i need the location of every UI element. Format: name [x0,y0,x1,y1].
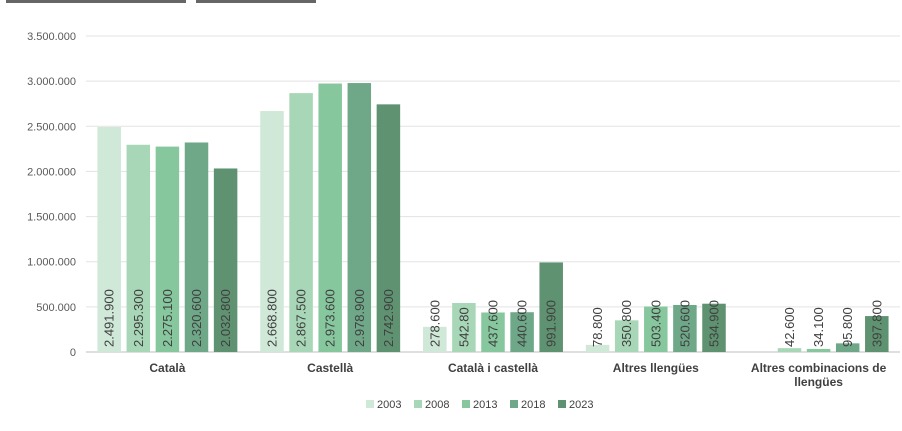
data-label: 2.032.800 [218,289,233,347]
bar [481,312,505,352]
bar [585,344,610,352]
data-label: 95.800 [840,307,855,347]
x-tick-label: Català i castellà [448,361,538,375]
legend-swatch [366,400,374,408]
legend-swatch [558,400,566,408]
y-tick-label: 3.000.000 [27,76,76,88]
bar [347,83,372,352]
data-label: 2.742.900 [381,289,396,347]
data-label: 278.600 [427,300,442,347]
legend-swatch [462,400,470,408]
data-label: 2.491.900 [102,289,117,347]
data-label: 78.800 [590,307,605,347]
y-tick-label: 3.500.000 [27,31,76,43]
data-label: 2.275.100 [160,289,175,347]
data-label: 440.600 [515,300,530,347]
data-label: 520.600 [677,300,692,347]
bar [835,343,860,352]
data-label: 503.400 [648,300,663,347]
legend-label: 2003 [377,399,401,411]
bar [289,93,313,352]
x-tick-label: Altres llengües [613,361,699,375]
y-tick-label: 1.500.000 [27,212,76,224]
data-label: 350.800 [619,300,634,347]
legend-label: 2008 [425,399,449,411]
bar [452,302,476,352]
bar [126,144,151,352]
data-label: 2.295.300 [131,289,146,347]
legend-swatch [414,400,422,408]
legend-label: 2018 [521,399,545,411]
cropped-title-glyphs [6,0,316,3]
bar [376,104,401,352]
legend-swatch [510,400,518,408]
bar [644,306,668,352]
y-tick-label: 2.500.000 [27,121,76,133]
y-tick-label: 500.000 [36,302,76,314]
bar [97,127,121,352]
y-tick-label: 2.000.000 [27,166,76,178]
bar [806,348,831,352]
data-label: 397.800 [869,300,884,347]
x-tick-label: Català [149,361,185,375]
data-label: 437.600 [486,300,501,347]
data-label: 2.668.800 [265,289,280,347]
data-label: 991.900 [544,300,559,347]
y-tick-label: 0 [70,347,76,359]
bar [184,142,209,352]
bar [673,304,697,352]
bar [155,146,180,352]
bar [539,262,563,352]
data-label: 34.100 [811,307,826,347]
bar [423,326,447,352]
bar [260,111,284,352]
bar [702,303,726,352]
x-tick-label: llengües [794,375,843,389]
chart-title-cropped [0,0,420,8]
data-label: 2.867.500 [294,289,309,347]
data-label: 2.978.900 [352,289,367,347]
data-label: 542.80 [456,307,471,347]
x-tick-label: Altres combinacions de [751,361,887,375]
data-label: 2.973.600 [323,289,338,347]
x-tick-label: Castellà [307,361,353,375]
legend-label: 2023 [569,399,593,411]
bar [510,312,534,352]
data-label: 534.900 [707,300,722,347]
y-tick-label: 1.000.000 [27,257,76,269]
data-label: 2.320.600 [189,289,204,347]
bar [318,83,342,352]
bar [777,348,802,352]
bar [865,316,889,352]
bar [614,320,639,352]
data-label: 42.600 [782,307,797,347]
legend-label: 2013 [473,399,497,411]
bar [213,168,238,352]
